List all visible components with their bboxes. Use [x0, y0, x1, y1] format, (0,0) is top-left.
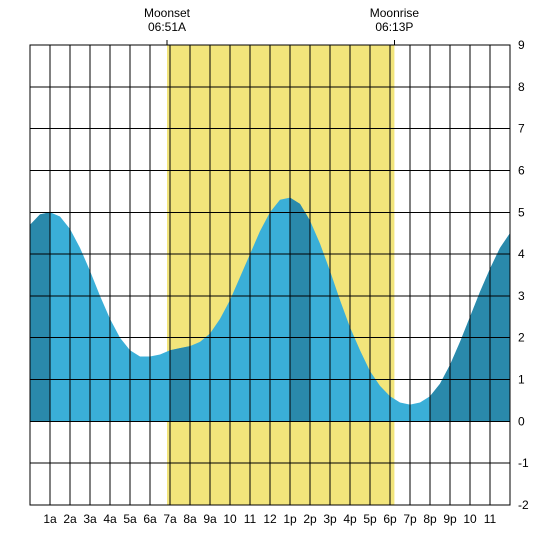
y-axis-label: 3	[518, 289, 525, 303]
x-axis-label: 1a	[43, 512, 57, 526]
x-axis-label: 9a	[203, 512, 217, 526]
y-axis-label: 0	[518, 414, 525, 428]
x-axis-label: 5a	[123, 512, 137, 526]
y-axis-label: -1	[518, 456, 529, 470]
moonset-time: 06:51A	[148, 20, 186, 34]
x-axis-label: 11	[244, 512, 257, 526]
y-axis-label: 7	[518, 122, 525, 136]
x-axis-label: 3p	[323, 512, 337, 526]
y-axis-label: 8	[518, 80, 525, 94]
x-axis-label: 6p	[383, 512, 397, 526]
x-axis-label: 6a	[143, 512, 157, 526]
moonrise-label: Moonrise	[370, 6, 420, 20]
x-axis-label: 3a	[83, 512, 97, 526]
moonset-label: Moonset	[144, 6, 191, 20]
x-axis-label: 2a	[63, 512, 77, 526]
x-axis-label: 7p	[403, 512, 417, 526]
x-axis-label: 11	[484, 512, 497, 526]
y-axis-label: 5	[518, 205, 525, 219]
y-axis-label: 1	[518, 373, 525, 387]
x-axis-label: 2p	[303, 512, 317, 526]
x-axis-label: 10	[223, 512, 237, 526]
x-axis-label: 8a	[183, 512, 197, 526]
x-axis-label: 10	[463, 512, 477, 526]
y-axis-label: 6	[518, 163, 525, 177]
x-axis-label: 12	[263, 512, 277, 526]
y-axis-label: -2	[518, 498, 529, 512]
x-axis-label: 8p	[423, 512, 437, 526]
tide-area-dark	[30, 212, 50, 421]
x-axis-label: 4p	[343, 512, 357, 526]
tide-chart: -2-101234567891a2a3a4a5a6a7a8a9a1011121p…	[0, 0, 550, 550]
moonrise-time: 06:13P	[375, 20, 413, 34]
x-axis-label: 9p	[443, 512, 457, 526]
x-axis-label: 4a	[103, 512, 117, 526]
x-axis-label: 1p	[283, 512, 297, 526]
x-axis-label: 5p	[363, 512, 377, 526]
tide-area-dark	[170, 346, 190, 421]
y-axis-label: 4	[518, 247, 525, 261]
y-axis-label: 2	[518, 331, 525, 345]
tide-area-dark	[290, 198, 310, 422]
y-axis-label: 9	[518, 38, 525, 52]
x-axis-label: 7a	[163, 512, 177, 526]
